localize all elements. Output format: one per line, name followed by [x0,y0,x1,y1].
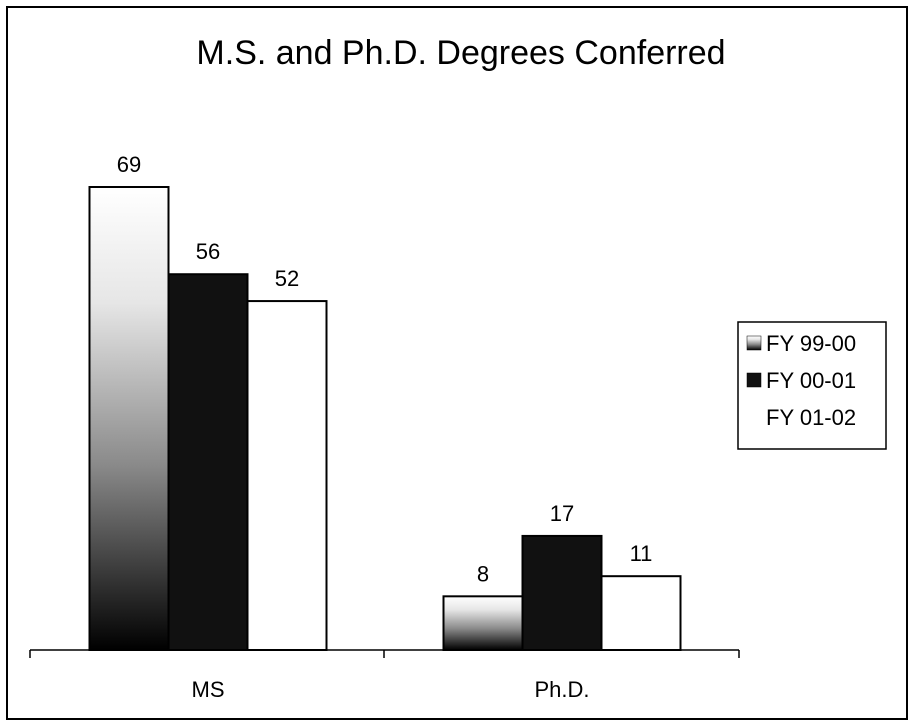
bars-layer: 69 56 52 8 17 11 [88,152,682,652]
bar-ms-fy-01-02 [246,300,328,651]
legend-label-fy-00-01: FY 00-01 [766,368,856,393]
bar-ms-fy-00-01 [167,273,249,651]
legend-swatch-fy-00-01 [746,372,762,388]
x-tick-label-ms: MS [192,677,225,702]
data-label-ph-d-fy-00-01: 17 [550,501,574,526]
data-label-ph-d-fy-99-00: 8 [477,561,489,586]
legend-label-fy-01-02: FY 01-02 [766,405,856,430]
chart-title: M.S. and Ph.D. Degrees Conferred [196,34,725,72]
legend-box [737,321,887,450]
bar-ph-d-fy-00-01 [521,534,603,652]
legend-label-fy-99-00: FY 99-00 [766,331,856,356]
data-label-ms-fy-01-02: 52 [275,266,299,291]
data-label-ms-fy-00-01: 56 [196,239,220,264]
bar-ph-d-fy-99-00 [442,595,524,652]
legend: FY 99-00 FY 00-01 FY 01-02 [737,321,887,450]
data-label-ms-fy-99-00: 69 [117,152,141,177]
x-tick-label-ph-d: Ph.D. [534,677,589,702]
legend-swatch-fy-99-00 [746,335,762,351]
bar-ms-fy-99-00 [88,186,170,651]
legend-swatch-fy-01-02 [747,410,761,424]
bar-ph-d-fy-01-02 [600,575,682,652]
x-axis: MS Ph.D. [29,649,740,702]
data-label-ph-d-fy-01-02: 11 [630,541,653,566]
